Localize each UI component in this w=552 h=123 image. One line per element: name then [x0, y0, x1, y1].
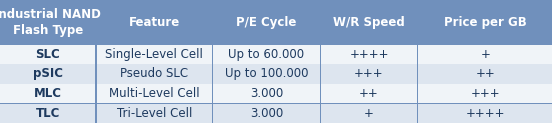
Bar — [213, 45, 320, 64]
Bar — [321, 0, 417, 44]
Text: MLC: MLC — [34, 87, 62, 100]
Bar — [97, 0, 211, 44]
Text: ++++: ++++ — [465, 107, 505, 120]
Bar — [0, 64, 95, 84]
Text: SLC: SLC — [35, 48, 60, 61]
Text: Up to 60.000: Up to 60.000 — [229, 48, 305, 61]
Bar — [418, 104, 552, 123]
Bar — [213, 64, 320, 84]
Bar — [97, 84, 211, 103]
Bar — [0, 84, 95, 103]
Text: ++++: ++++ — [349, 48, 389, 61]
Text: +: + — [364, 107, 374, 120]
Bar — [418, 45, 552, 64]
Bar — [0, 0, 95, 44]
Text: P/E Cycle: P/E Cycle — [236, 16, 296, 29]
Bar — [418, 0, 552, 44]
Text: Price per GB: Price per GB — [444, 16, 527, 29]
Bar — [0, 45, 95, 64]
Text: 3.000: 3.000 — [250, 87, 283, 100]
Bar — [321, 84, 417, 103]
Text: W/R Speed: W/R Speed — [333, 16, 405, 29]
Bar — [213, 104, 320, 123]
Bar — [97, 104, 211, 123]
Text: ++: ++ — [359, 87, 379, 100]
Text: +++: +++ — [470, 87, 500, 100]
Text: Up to 100.000: Up to 100.000 — [225, 68, 308, 80]
Text: Multi-Level Cell: Multi-Level Cell — [109, 87, 200, 100]
Text: 3.000: 3.000 — [250, 107, 283, 120]
Bar — [321, 104, 417, 123]
Bar — [321, 45, 417, 64]
Text: ++: ++ — [475, 68, 495, 80]
Text: TLC: TLC — [35, 107, 60, 120]
Text: +++: +++ — [354, 68, 384, 80]
Text: pSIC: pSIC — [33, 68, 63, 80]
Text: Feature: Feature — [129, 16, 180, 29]
Bar — [418, 64, 552, 84]
Text: Single-Level Cell: Single-Level Cell — [105, 48, 203, 61]
Text: Tri-Level Cell: Tri-Level Cell — [116, 107, 192, 120]
Bar — [321, 64, 417, 84]
Bar — [97, 64, 211, 84]
Text: Industrial NAND
Flash Type: Industrial NAND Flash Type — [0, 8, 101, 37]
Bar — [213, 0, 320, 44]
Bar — [0, 104, 95, 123]
Bar — [418, 84, 552, 103]
Text: Pseudo SLC: Pseudo SLC — [120, 68, 188, 80]
Bar — [97, 45, 211, 64]
Text: +: + — [480, 48, 490, 61]
Bar — [213, 84, 320, 103]
